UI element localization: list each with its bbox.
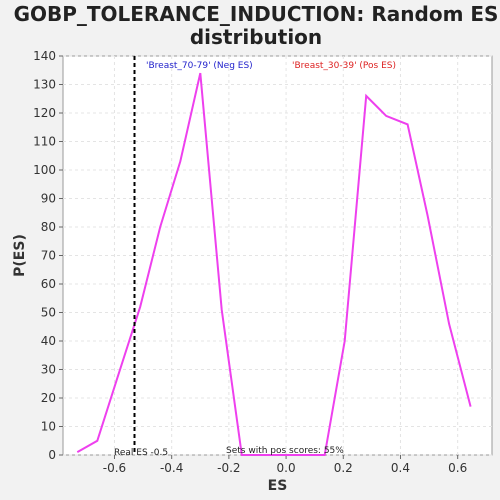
x-tick-label: 0.4 — [391, 461, 410, 475]
chart-title-line1: GOBP_TOLERANCE_INDUCTION: Random ES — [14, 2, 499, 26]
y-axis-label: P(ES) — [12, 234, 28, 277]
y-tick-label: 60 — [41, 277, 56, 291]
x-tick-label: -0.4 — [160, 461, 183, 475]
x-tick-label: 0.6 — [448, 461, 467, 475]
plot-area — [62, 55, 493, 456]
es-distribution-line — [76, 72, 472, 456]
y-axis: 0 10 20 30 40 50 60 70 80 90 100 110 120 130 140 — [33, 49, 63, 462]
y-tick-label: 10 — [41, 420, 56, 434]
pos-es-label: 'Breast_30-39' (Pos ES) — [292, 61, 396, 71]
y-tick-label: 120 — [33, 106, 56, 120]
y-tick-label: 20 — [41, 391, 56, 405]
x-axis-label: ES — [268, 478, 288, 494]
x-axis: -0.6 -0.4 -0.2 0.0 0.2 0.4 0.6 — [103, 455, 467, 475]
y-tick-label: 90 — [41, 192, 56, 206]
chart-title-line2: distribution — [190, 25, 322, 49]
y-tick-label: 40 — [41, 334, 56, 348]
y-tick-label: 50 — [41, 306, 56, 320]
y-tick-label: 30 — [41, 363, 56, 377]
x-tick-label: 0.0 — [277, 461, 296, 475]
x-tick-label: 0.2 — [334, 461, 353, 475]
series-group — [76, 72, 472, 456]
neg-es-label: 'Breast_70-79' (Neg ES) — [146, 61, 253, 71]
pos-scores-label: Sets with pos scores: 55% — [226, 446, 344, 456]
y-tick-label: 130 — [33, 78, 56, 92]
real-es-label: Real ES -0.5 — [114, 448, 168, 458]
y-tick-label: 0 — [48, 448, 56, 462]
y-tick-label: 110 — [33, 135, 56, 149]
y-tick-label: 70 — [41, 249, 56, 263]
x-tick-label: -0.6 — [103, 461, 126, 475]
y-tick-label: 100 — [33, 163, 56, 177]
y-tick-label: 140 — [33, 49, 56, 63]
y-tick-label: 80 — [41, 220, 56, 234]
x-tick-label: -0.2 — [217, 461, 240, 475]
